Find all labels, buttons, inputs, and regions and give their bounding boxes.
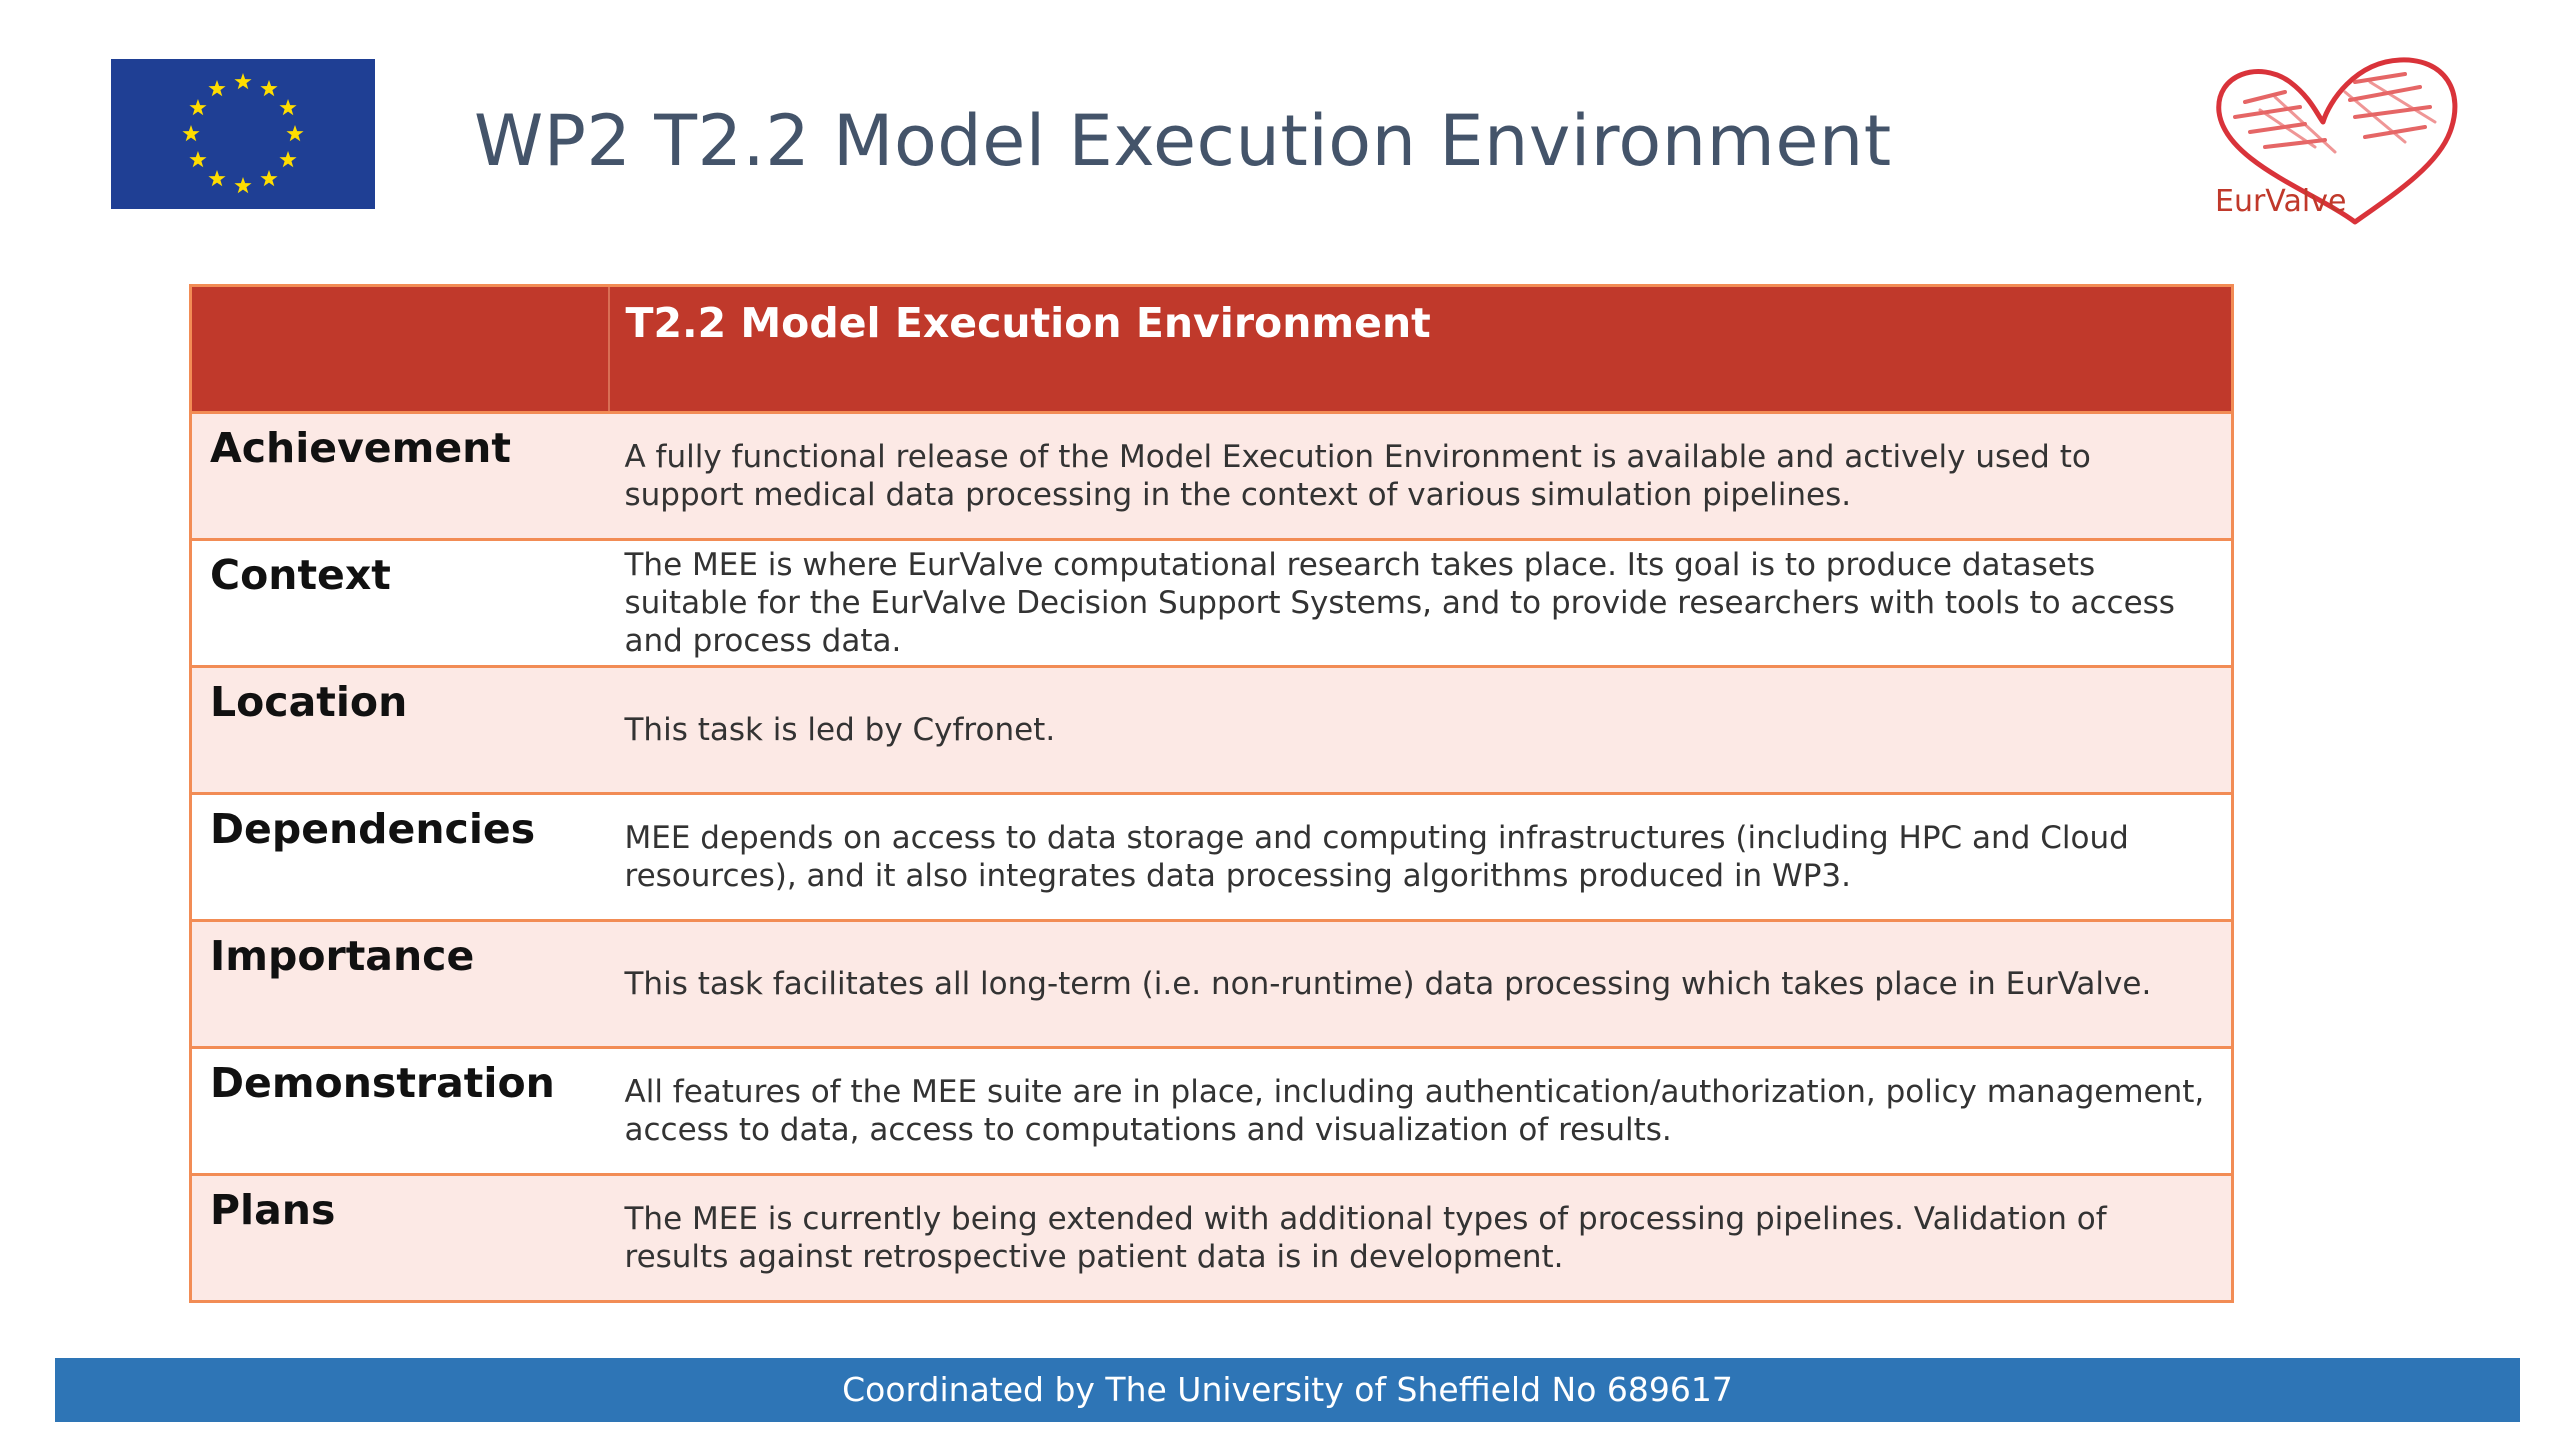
eu-star-icon [208, 79, 226, 97]
eurvalve-logo: EurValve [2205, 52, 2465, 232]
row-label: Location [210, 678, 408, 726]
eu-star-icon [260, 79, 278, 97]
table-row: Achievement A fully functional release of… [190, 411, 2233, 540]
logo-text: EurValve [2215, 184, 2347, 219]
eu-flag-stars [111, 59, 375, 209]
row-label: Importance [210, 932, 475, 980]
table-header-row: T2.2 Model Execution Environment [190, 285, 2233, 413]
row-label-cell: Demonstration [190, 1046, 609, 1175]
eu-flag-icon [111, 59, 375, 209]
row-label-cell: Achievement [190, 411, 609, 540]
row-description-cell: MEE depends on access to data storage an… [608, 792, 2233, 921]
row-label: Context [210, 551, 391, 599]
eu-star-icon [279, 99, 297, 116]
eu-star-icon [234, 73, 252, 90]
table-row: Plans The MEE is currently being extended… [190, 1173, 2233, 1302]
row-label-cell: Context [190, 538, 609, 667]
table-row: Demonstration All features of the MEE sui… [190, 1046, 2233, 1175]
eu-star-icon [208, 170, 226, 187]
eu-star-icon [189, 99, 207, 116]
eu-star-icon [286, 125, 304, 142]
table-row: Dependencies MEE depends on access to dat… [190, 792, 2233, 921]
task-summary-table: T2.2 Model Execution Environment Achieve… [189, 284, 2234, 1303]
row-label-cell: Importance [190, 919, 609, 1048]
table-header-label [192, 287, 608, 299]
row-label-cell: Dependencies [190, 792, 609, 921]
row-description: This task facilitates all long-term (i.e… [624, 966, 2152, 1002]
row-label: Dependencies [210, 805, 536, 853]
row-description: A fully functional release of the Model … [624, 439, 2091, 513]
table-header-label-cell [190, 285, 610, 413]
heart-logo-icon [2216, 57, 2458, 225]
row-label-cell: Location [190, 665, 609, 794]
row-description-cell: The MEE is currently being extended with… [608, 1173, 2233, 1302]
row-description-cell: This task facilitates all long-term (i.e… [608, 919, 2233, 1048]
eu-star-icon [234, 177, 252, 194]
row-description-cell: All features of the MEE suite are in pla… [608, 1046, 2233, 1175]
row-label: Plans [210, 1186, 336, 1234]
row-description: The MEE is where EurValve computational … [624, 547, 2175, 659]
row-description-cell: The MEE is where EurValve computational … [608, 538, 2233, 667]
table-row: Location This task is led by Cyfronet. [190, 665, 2233, 794]
table-row: Importance This task facilitates all long… [190, 919, 2233, 1048]
row-label-cell: Plans [190, 1173, 609, 1302]
eu-star-icon [279, 151, 297, 168]
table-header-title-cell: T2.2 Model Execution Environment [608, 285, 2233, 413]
eu-star-icon [260, 170, 278, 187]
row-label: Demonstration [210, 1059, 555, 1107]
row-label: Achievement [210, 424, 511, 472]
slide-title: WP2 T2.2 Model Execution Environment [474, 100, 1892, 182]
row-description-cell: This task is led by Cyfronet. [608, 665, 2233, 794]
row-description: MEE depends on access to data storage an… [624, 820, 2129, 894]
row-description: This task is led by Cyfronet. [624, 712, 1056, 748]
row-description-cell: A fully functional release of the Model … [608, 411, 2233, 540]
eu-star-icon [189, 151, 207, 168]
table-header-title: T2.2 Model Execution Environment [625, 299, 1431, 347]
row-description: All features of the MEE suite are in pla… [624, 1074, 2205, 1148]
footer-banner: Coordinated by The University of Sheffie… [55, 1358, 2520, 1422]
row-description: The MEE is currently being extended with… [624, 1201, 2107, 1275]
eu-star-icon [182, 125, 200, 142]
table-row: Context The MEE is where EurValve computa… [190, 538, 2233, 667]
